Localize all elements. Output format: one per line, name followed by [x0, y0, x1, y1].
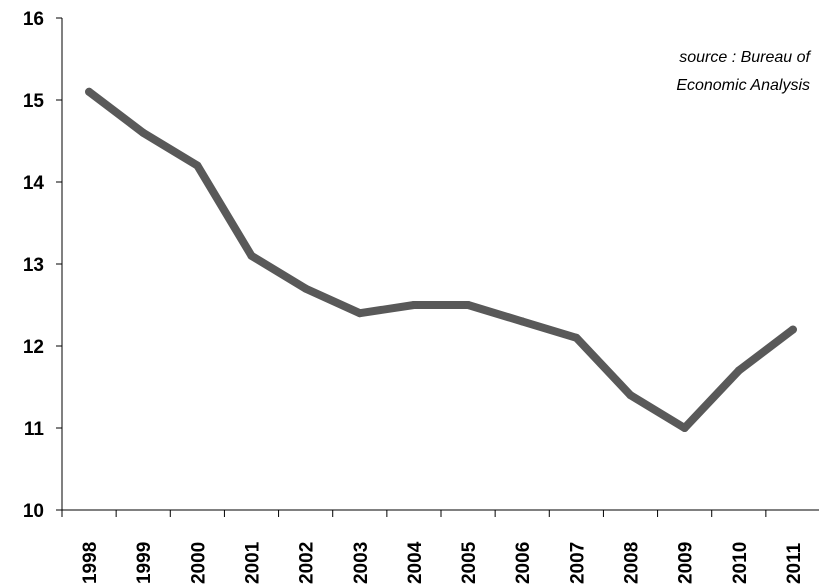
x-tick-label: 2004	[405, 541, 426, 584]
x-tick-label: 2009	[676, 542, 697, 584]
y-tick-label: 16	[23, 9, 44, 30]
series-line	[85, 87, 797, 432]
x-tick-label: 2007	[567, 542, 588, 584]
x-tick-label: 2011	[784, 542, 805, 584]
data-point	[518, 317, 527, 326]
data-point	[788, 325, 797, 334]
data-point	[301, 284, 310, 293]
x-tick-label: 2000	[188, 542, 209, 584]
data-point	[139, 128, 148, 137]
data-point	[247, 251, 256, 260]
y-tick-label: 15	[23, 91, 45, 112]
y-tick-label: 14	[23, 173, 45, 194]
x-tick-label: 2008	[622, 542, 643, 584]
x-tick-label: 2003	[351, 542, 372, 584]
source-annotation-line-1: source : Bureau of	[679, 49, 811, 66]
data-point	[626, 391, 635, 400]
x-tick-label: 2005	[459, 541, 480, 584]
x-tick-label: 2001	[243, 541, 264, 584]
data-point	[572, 333, 581, 342]
data-point	[680, 424, 689, 432]
source-annotation-line-2: Economic Analysis	[676, 77, 810, 94]
data-point	[193, 161, 202, 170]
y-tick-label: 11	[24, 419, 45, 440]
x-tick-label: 2006	[513, 542, 534, 584]
x-tick-label: 2010	[730, 542, 751, 584]
y-tick-label: 12	[23, 337, 44, 358]
y-tick-label: 13	[23, 255, 44, 276]
x-tick-label: 2002	[297, 542, 318, 584]
data-point	[464, 301, 473, 309]
x-tick-label: 1999	[134, 542, 155, 584]
series-layer	[85, 87, 797, 432]
data-point	[85, 87, 94, 96]
y-tick-label: 10	[23, 501, 44, 522]
x-axis-ticks: 1998 1999 2000 2001 2002 2003 2004 2005 2006 2007…	[61, 510, 805, 584]
data-point	[355, 309, 364, 318]
x-tick-label: 1998	[80, 542, 101, 584]
data-point	[734, 366, 743, 375]
data-point	[409, 301, 418, 309]
y-axis-ticks: 10 11 12 13 14 15 16	[23, 9, 62, 522]
